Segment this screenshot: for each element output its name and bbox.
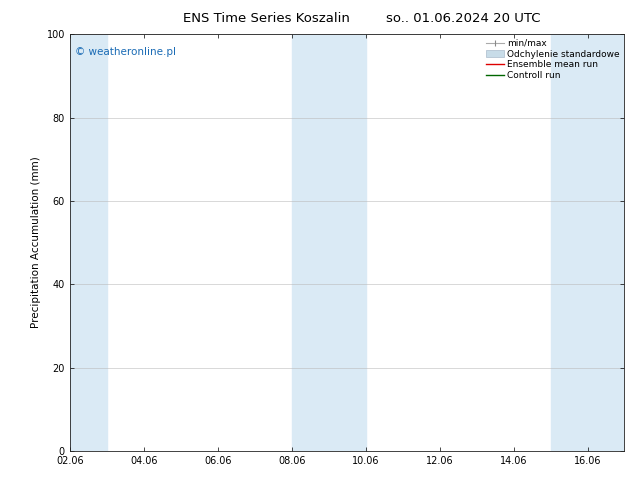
Bar — [550, 34, 624, 451]
Y-axis label: Precipitation Accumulation (mm): Precipitation Accumulation (mm) — [31, 157, 41, 328]
Text: © weatheronline.pl: © weatheronline.pl — [75, 47, 176, 57]
Text: so.. 01.06.2024 20 UTC: so.. 01.06.2024 20 UTC — [385, 12, 540, 25]
Bar — [70, 34, 107, 451]
Text: ENS Time Series Koszalin: ENS Time Series Koszalin — [183, 12, 350, 25]
Bar — [292, 34, 366, 451]
Legend: min/max, Odchylenie standardowe, Ensemble mean run, Controll run: min/max, Odchylenie standardowe, Ensembl… — [484, 37, 622, 82]
